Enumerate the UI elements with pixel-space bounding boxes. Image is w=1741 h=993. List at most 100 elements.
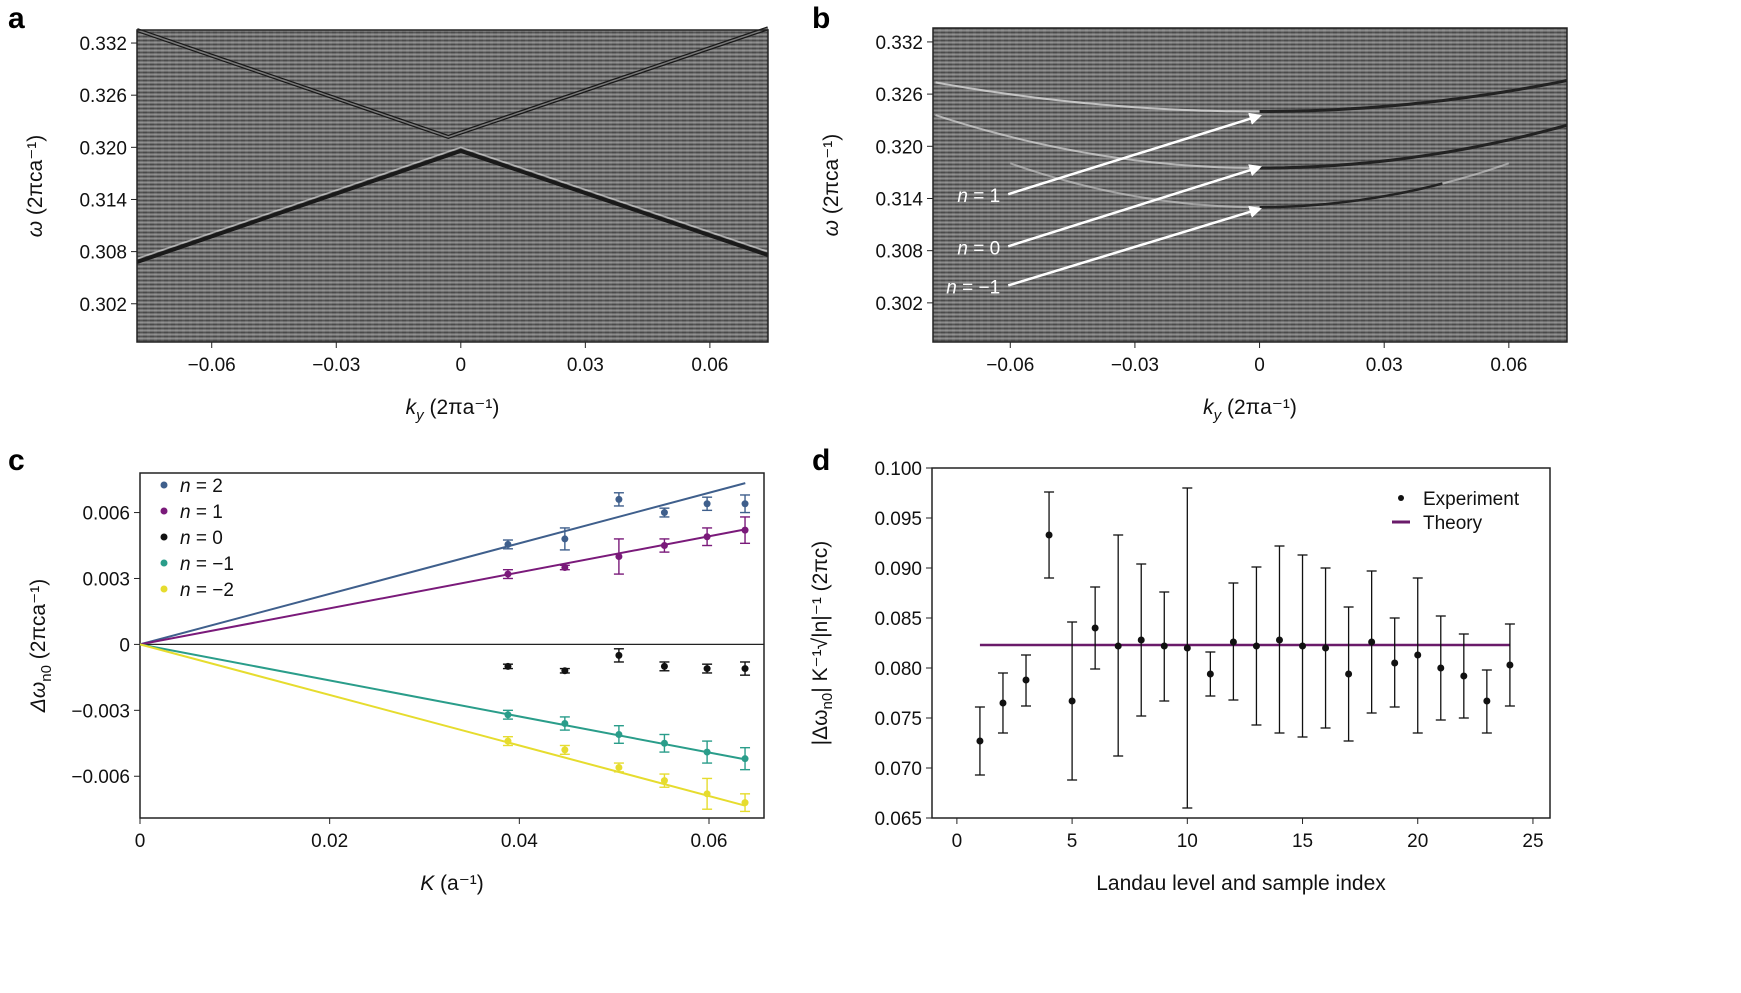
panel-d: 0 5 10 15 20 25 0.065 0.070 0.075 0.080 0.085 0.090… [809,444,1551,895]
y-tick-label: 0.308 [875,242,923,263]
annotation-label: n = 0 [957,238,1000,259]
annotation-variable: n [957,186,968,207]
legend-label: n = 2 [180,476,223,497]
label-unit: (2πca⁻¹) [820,134,843,220]
data-point [1483,697,1491,705]
label-unit: (2πca⁻¹) [27,579,50,665]
y-tick-label: 0.326 [875,85,923,106]
label-subscript: y [1213,407,1223,424]
x-tick-label: 0.04 [501,831,538,852]
fit-line [139,528,746,646]
label-subscript: n0 [819,693,836,710]
annotation-value: = 1 [968,186,1000,207]
label-unit: (2πa⁻¹) [1221,396,1297,419]
legend-variable: n [180,476,191,497]
data-point [561,563,569,571]
data-point [1206,670,1214,678]
legend-label: n = 0 [180,528,223,549]
data-point [615,495,623,503]
legend-label: n = 1 [180,502,223,523]
data-point [660,542,668,550]
data-point [741,500,749,508]
data-point [741,526,749,534]
y-tick-label: 0.095 [874,509,922,530]
data-point [1322,644,1330,652]
band-lower-highlight [136,146,769,260]
data-point [999,699,1007,707]
band-lower [136,148,769,264]
panel-b: n = 1n = 0n = −1−0.06 −0.03 0 0.03 0.060.302… [812,2,1568,424]
panel-letter: c [8,444,25,477]
label-variable: K [420,872,435,895]
legend-label: n = −2 [180,580,234,601]
legend-value: = −1 [191,554,234,575]
legend-variable: n [180,502,191,523]
y-tick-label: 0.090 [874,559,922,580]
annotation-label: n = −1 [946,277,1000,298]
data-point [1275,636,1283,644]
data-point [741,799,749,807]
y-tick-label: 0.006 [82,504,130,525]
band-upper-highlight [136,27,769,138]
y-tick-label: 0.075 [874,709,922,730]
y-axis-label: ω (2πca⁻¹) [24,135,47,238]
label-subscript: y [415,407,425,424]
data-point [1022,676,1030,684]
legend-label: n = −1 [180,554,234,575]
x-axis-label: ky (2πa⁻¹) [406,396,500,424]
x-axis-label: K (a⁻¹) [420,872,484,895]
label-part: |Δω [809,709,832,745]
y-tick-label: 0.320 [79,138,127,159]
y-tick-label: 0.302 [875,294,923,315]
panel-letter: d [812,444,830,477]
data-point [741,755,749,763]
x-tick-label: −0.06 [986,355,1034,376]
x-tick-label: 25 [1522,831,1543,852]
legend-value: = 0 [191,528,223,549]
x-tick-label: 0 [1254,355,1265,376]
data-point [1252,642,1260,650]
data-point [615,651,623,659]
data-point [1229,638,1237,646]
fit-line [139,643,746,807]
panel-letter: a [8,2,25,35]
plot-frame [932,27,1568,343]
data-point [1299,642,1307,650]
y-tick-label: 0.332 [875,33,923,54]
data-point [1391,659,1399,667]
x-tick-label: 0 [952,831,963,852]
data-point [660,777,668,785]
panel-c: 0 0.02 0.04 0.06 −0.006 −0.003 0 0.003 0.006 c K (… [8,444,765,895]
legend-label-experiment: Experiment [1423,489,1520,510]
spectrum-texture [933,28,1567,342]
fit-line [139,643,746,761]
y-tick-label: −0.003 [71,701,130,722]
legend-marker [160,507,168,515]
legend-marker [160,481,168,489]
x-tick-label: 0 [456,355,467,376]
y-tick-label: 0.326 [79,86,127,107]
label-unit: (2πca⁻¹) [24,135,47,221]
y-tick-label: 0.320 [875,137,923,158]
data-point [1137,636,1145,644]
y-tick-label: 0.003 [82,569,130,590]
annotation-variable: n [946,277,957,298]
annotation-label: n = 1 [957,186,1000,207]
y-tick-label: 0.065 [874,809,922,830]
data-point [703,748,711,756]
panel-letter: b [812,2,830,35]
x-tick-label: 0.03 [1366,355,1403,376]
x-tick-label: 0.06 [691,831,728,852]
x-tick-label: 5 [1067,831,1078,852]
landau-band-nm1-dark [1259,182,1443,209]
label-unit: Landau level and sample index [1096,872,1386,895]
y-tick-label: 0.314 [875,189,923,210]
data-point [561,535,569,543]
data-point [504,711,512,719]
y-axis-label: ω (2πca⁻¹) [820,134,843,237]
landau-band-n1-dark [1259,79,1568,113]
y-tick-label: 0.100 [874,459,922,480]
y-tick-label: 0.308 [79,243,127,264]
y-axis-label: |Δωn0| K⁻¹√|n|⁻¹ (2πc) [809,541,836,746]
annotation-value: = 0 [968,238,1000,259]
